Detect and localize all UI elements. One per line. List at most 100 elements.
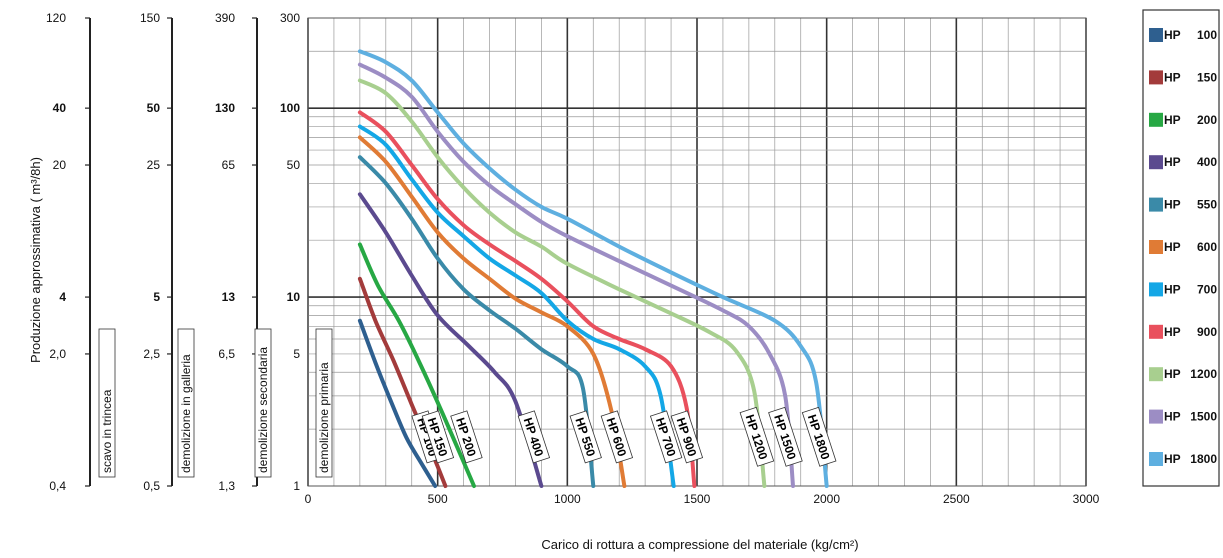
- scale-name-label: demolizione primaria: [317, 362, 331, 473]
- scale-name-box: [315, 328, 333, 478]
- legend-hp-label: HP: [1164, 367, 1181, 381]
- series-line: [357, 242, 476, 488]
- legend-swatch: [1149, 409, 1163, 424]
- scale-name-label: demolizione secondaria: [256, 347, 270, 473]
- curve-label-box: [600, 410, 634, 464]
- legend-swatch: [1149, 240, 1163, 254]
- scale-name-label: demolizione in galleria: [179, 354, 193, 473]
- legend-swatch: [1149, 70, 1163, 85]
- y-tick-label: 50: [287, 158, 301, 172]
- series-line: [357, 318, 438, 488]
- x-tick-label: 3000: [1073, 492, 1100, 506]
- x-tick-label: 500: [428, 492, 448, 506]
- legend-hp-label: HP: [1164, 410, 1181, 424]
- scale-name-box: [177, 328, 195, 478]
- plot-frame: [307, 17, 1087, 487]
- scale-name-box: [254, 328, 272, 478]
- y-tick-label: 300: [280, 11, 300, 25]
- y-tick-label: 6,5: [218, 347, 235, 361]
- curve-label-box: [739, 406, 775, 467]
- legend-hp-label: HP: [1164, 240, 1181, 254]
- legend-swatch: [1149, 197, 1163, 212]
- curve-label-box: [649, 410, 683, 464]
- y-tick-label: 130: [215, 101, 235, 115]
- series-line: [357, 78, 767, 488]
- legend-hp-label: HP: [1164, 28, 1181, 42]
- legend-value-label: 200: [1197, 113, 1217, 127]
- y-tick-label: 5: [153, 290, 160, 304]
- legend-value-label: 1800: [1190, 452, 1217, 466]
- legend-hp-label: HP: [1164, 282, 1181, 296]
- series-line: [357, 135, 627, 488]
- curve-label-box: [670, 410, 704, 464]
- legend-hp-label: HP: [1164, 70, 1181, 84]
- y-axis-title: Produzione approssimativa ( m³/8h): [28, 157, 43, 363]
- y-axes: 300 100 50 10 5 1 390 130 65 13 6,5 1,3 150 50 25 5 2,5 0…: [46, 11, 333, 493]
- curve-label-tag: HP 1200: [739, 406, 775, 467]
- x-tick-label: 0: [305, 492, 312, 506]
- scale-name-box: [98, 328, 116, 478]
- y-tick-label: 5: [293, 347, 300, 361]
- x-tick-label: 1000: [554, 492, 581, 506]
- curve-label-box: [450, 410, 483, 464]
- y-tick-label: 25: [147, 158, 161, 172]
- y-tick-label: 13: [222, 290, 236, 304]
- x-axis: 0 500 1000 1500 2000 2500 3000: [305, 492, 1100, 506]
- y-tick-label: 4: [59, 290, 66, 304]
- legend-swatch: [1149, 324, 1163, 339]
- series-line: [357, 62, 795, 488]
- legend-value-label: 700: [1197, 282, 1217, 296]
- legend-value-label: 400: [1197, 155, 1217, 169]
- legend-swatch: [1149, 28, 1163, 42]
- x-tick-label: 1500: [684, 492, 711, 506]
- legend-value-label: 150: [1197, 70, 1217, 84]
- legend-swatch: [1149, 282, 1163, 297]
- y-tick-label: 20: [53, 158, 67, 172]
- curve-label-tag: HP 200: [450, 410, 483, 464]
- legend-hp-label: HP: [1164, 325, 1181, 339]
- legend-value-label: 1200: [1190, 367, 1217, 381]
- series-curves: [357, 49, 829, 488]
- legend-value-label: 600: [1197, 240, 1217, 254]
- legend-hp-label: HP: [1164, 155, 1181, 169]
- curve-label-tag: HP 600: [600, 410, 634, 464]
- series-line: [357, 155, 596, 488]
- curve-label-box: [801, 406, 837, 467]
- y-tick-label: 65: [222, 158, 236, 172]
- legend-swatch: [1149, 367, 1163, 382]
- y-tick-label: 1: [293, 479, 300, 493]
- series-line: [357, 124, 676, 488]
- curve-label-tag: HP 1800: [801, 406, 837, 467]
- plot-grid: [307, 17, 1087, 487]
- legend-swatch: [1149, 155, 1163, 170]
- y-tick-label: 1,3: [218, 479, 235, 493]
- y-tick-label: 10: [287, 290, 301, 304]
- curve-label-tag: HP 1500: [768, 406, 803, 467]
- y-tick-label: 100: [280, 101, 300, 115]
- series-line: [357, 49, 829, 488]
- curve-label-tag: HP 400: [517, 410, 551, 464]
- curve-label-tag: HP 550: [569, 410, 602, 464]
- legend-swatch: [1149, 112, 1163, 127]
- legend-value-label: 900: [1197, 325, 1217, 339]
- legend-value-label: 1500: [1190, 410, 1217, 424]
- curve-label-box: [421, 410, 455, 464]
- y-tick-label: 2,5: [143, 347, 160, 361]
- legend-swatch: [1149, 452, 1163, 466]
- y-tick-label: 50: [147, 101, 161, 115]
- legend-value-label: 100: [1197, 28, 1217, 42]
- legend: HP 100 HP 150 HP 200 HP 400 HP 550 HP 600 HP 700 HP 900…: [1142, 9, 1220, 487]
- x-tick-label: 2500: [943, 492, 970, 506]
- y-tick-label: 150: [140, 11, 160, 25]
- curve-label-box: [569, 410, 602, 464]
- y-tick-label: 40: [53, 101, 67, 115]
- x-axis-title: Carico di rottura a compressione del mat…: [541, 537, 858, 552]
- y-tick-label: 2,0: [49, 347, 66, 361]
- scale-name-label: scavo in trincea: [100, 389, 114, 473]
- legend-hp-label: HP: [1164, 113, 1181, 127]
- series-line: [357, 192, 544, 488]
- legend-value-label: 550: [1197, 198, 1217, 212]
- legend-hp-label: HP: [1164, 198, 1181, 212]
